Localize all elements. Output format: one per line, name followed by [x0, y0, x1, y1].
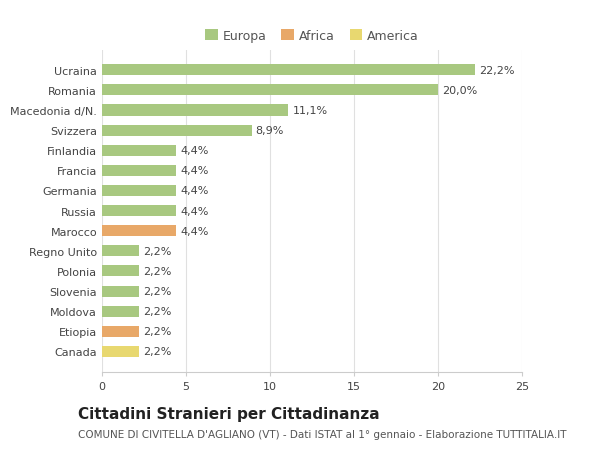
- Legend: Europa, Africa, America: Europa, Africa, America: [200, 25, 424, 48]
- Bar: [102, 105, 289, 116]
- Text: 4,4%: 4,4%: [180, 186, 208, 196]
- Bar: [102, 286, 139, 297]
- Bar: [102, 266, 139, 277]
- Bar: [102, 246, 139, 257]
- Bar: [102, 346, 139, 357]
- Bar: [102, 306, 139, 317]
- Text: 4,4%: 4,4%: [180, 226, 208, 236]
- Text: 11,1%: 11,1%: [293, 106, 328, 116]
- Text: COMUNE DI CIVITELLA D'AGLIANO (VT) - Dati ISTAT al 1° gennaio - Elaborazione TUT: COMUNE DI CIVITELLA D'AGLIANO (VT) - Dat…: [78, 429, 566, 439]
- Bar: [102, 65, 475, 76]
- Text: 2,2%: 2,2%: [143, 286, 172, 297]
- Text: 2,2%: 2,2%: [143, 307, 172, 317]
- Bar: [102, 85, 438, 96]
- Text: Cittadini Stranieri per Cittadinanza: Cittadini Stranieri per Cittadinanza: [78, 406, 380, 421]
- Bar: [102, 206, 176, 217]
- Text: 2,2%: 2,2%: [143, 327, 172, 336]
- Text: 2,2%: 2,2%: [143, 347, 172, 357]
- Bar: [102, 165, 176, 177]
- Text: 22,2%: 22,2%: [479, 66, 515, 76]
- Text: 4,4%: 4,4%: [180, 206, 208, 216]
- Text: 8,9%: 8,9%: [256, 126, 284, 136]
- Bar: [102, 185, 176, 196]
- Text: 20,0%: 20,0%: [442, 86, 478, 95]
- Bar: [102, 125, 251, 136]
- Text: 4,4%: 4,4%: [180, 166, 208, 176]
- Bar: [102, 146, 176, 157]
- Text: 4,4%: 4,4%: [180, 146, 208, 156]
- Text: 2,2%: 2,2%: [143, 266, 172, 276]
- Bar: [102, 326, 139, 337]
- Bar: [102, 226, 176, 237]
- Text: 2,2%: 2,2%: [143, 246, 172, 256]
